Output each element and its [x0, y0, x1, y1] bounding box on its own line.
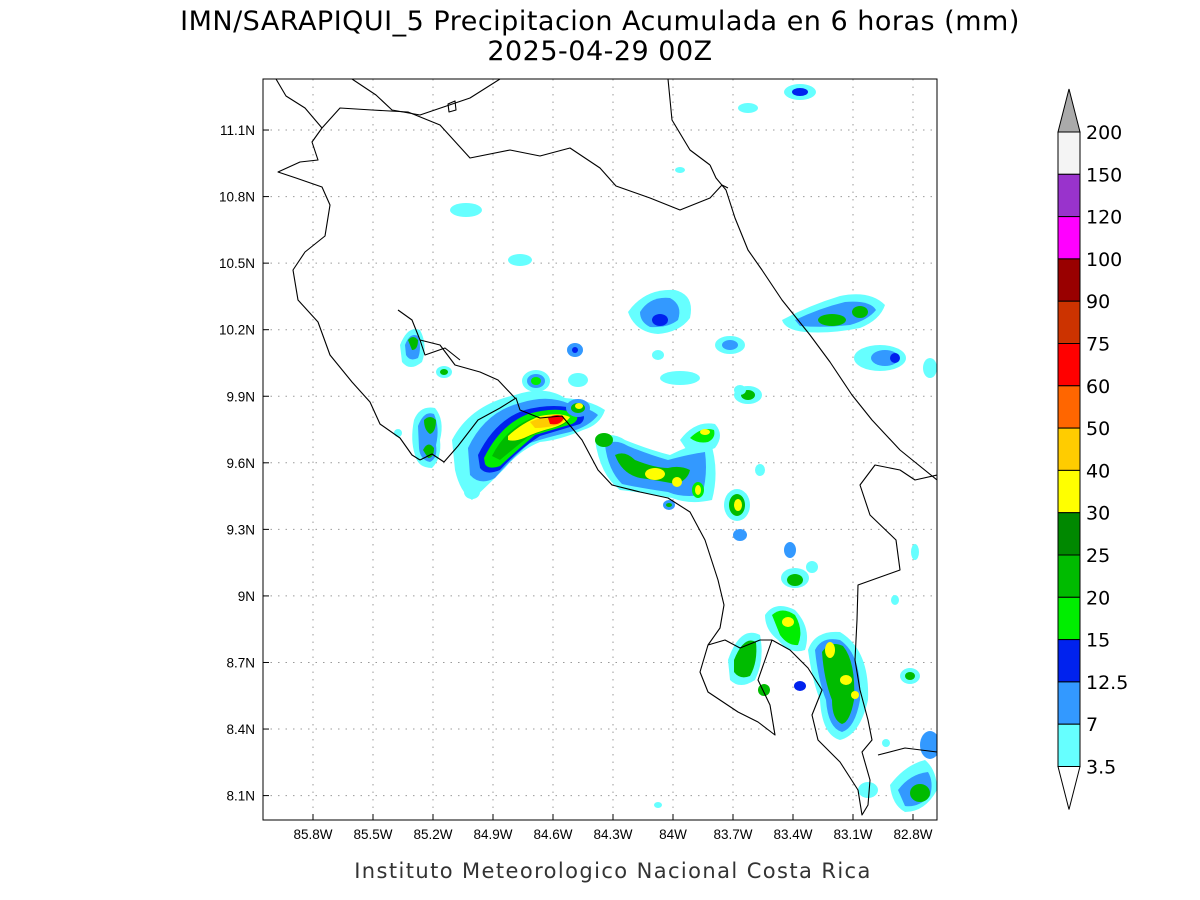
colorbar-swatch	[1057, 131, 1081, 175]
lon-tick-label: 82.8W	[893, 827, 932, 842]
colorbar-label: 50	[1086, 418, 1110, 440]
colorbar-swatch	[1057, 512, 1081, 556]
panama-southeast-coast	[877, 747, 937, 756]
nicaragua-west-coast	[275, 79, 421, 461]
colorbar-over-triangle	[1057, 88, 1081, 133]
colorbar-swatch	[1057, 681, 1081, 725]
caribbean-coast	[709, 164, 937, 481]
colorbar-label: 12.5	[1086, 672, 1128, 694]
colorbar-swatch	[1057, 173, 1081, 218]
colorbar-label: 200	[1086, 122, 1122, 144]
lat-tick-label: 9N	[238, 589, 255, 604]
lat-tick-label: 9.3N	[226, 522, 255, 537]
rain-scattered-light	[394, 103, 919, 808]
rain-cells-osa-southeast	[728, 606, 869, 740]
lon-tick-label: 85.8W	[293, 827, 332, 842]
colorbar-label: 3.5	[1086, 757, 1116, 779]
rain-cells-northeast	[782, 84, 937, 378]
lat-tick-label: 8.1N	[226, 789, 255, 804]
rain-cells-far-southeast	[858, 668, 937, 812]
lake-nicaragua-shore	[351, 79, 501, 116]
rain-cells-talamanca	[724, 489, 809, 588]
colorbar-label: 25	[1086, 545, 1110, 567]
colorbar-swatch	[1057, 343, 1081, 387]
colorbar-swatch	[1057, 639, 1081, 683]
nicaragua-east-coast	[667, 79, 711, 166]
colorbar-label: 30	[1086, 503, 1110, 525]
costa-rica-north-border	[321, 107, 729, 211]
colorbar-label: 75	[1086, 334, 1110, 356]
rain-cell-nicoya-peninsula	[412, 407, 442, 468]
lat-tick-label: 10.5N	[219, 256, 255, 271]
colorbar-label: 60	[1086, 376, 1110, 398]
colorbar-under-triangle	[1057, 766, 1081, 810]
lat-tick-label: 8.4N	[226, 722, 255, 737]
institution-footer: Instituto Meteorologico Nacional Costa R…	[354, 859, 872, 883]
map-subtitle-date: 2025-04-29 00Z	[487, 36, 712, 67]
lon-tick-label: 84.3W	[593, 827, 632, 842]
colorbar-label: 40	[1086, 460, 1110, 482]
colorbar-label: 150	[1086, 164, 1122, 186]
colorbar-label: 20	[1086, 587, 1110, 609]
plot-area: 85.8W 85.5W 85.2W 84.9W 84.6W 84.3W 84W 83.7W 83…	[219, 78, 938, 842]
lon-tick-label: 84W	[659, 827, 687, 842]
lat-tick-label: 8.7N	[226, 655, 255, 670]
colorbar-swatch	[1057, 385, 1081, 429]
colorbar-swatch	[1057, 723, 1081, 768]
colorbar-swatch	[1057, 469, 1081, 514]
lon-tick-label: 83.7W	[713, 827, 752, 842]
rain-cell-south-pacific-band	[595, 433, 716, 510]
map-title: IMN/SARAPIQUI_5 Precipitacion Acumulada …	[180, 6, 1020, 37]
precipitation-colorbar: 3.5 7 12.5 15 20 25 30 40 50 60 75 90 100 120 150 200	[1057, 88, 1128, 810]
colorbar-label: 7	[1086, 714, 1098, 736]
panama-border-line	[854, 464, 937, 661]
nicoya-gulf-coast	[419, 397, 776, 736]
lon-tick-label: 84.9W	[473, 827, 512, 842]
colorbar-label: 90	[1086, 291, 1110, 313]
osa-southeast-coast	[771, 639, 873, 816]
island-ometepe	[447, 100, 457, 113]
lat-tick-label: 11.1N	[220, 123, 255, 138]
colorbar-label: 15	[1086, 630, 1110, 652]
colorbar-label: 120	[1086, 207, 1122, 229]
osa-peninsula-inner	[707, 639, 772, 649]
peninsula-north-arm	[397, 309, 516, 399]
lon-tick-label: 85.5W	[353, 827, 392, 842]
colorbar-swatch	[1057, 258, 1081, 302]
plot-frame	[262, 78, 938, 821]
lat-tick-label: 10.8N	[219, 190, 255, 205]
colorbar-swatch	[1057, 554, 1081, 598]
colorbar-swatch	[1057, 216, 1081, 260]
lon-tick-label: 83.1W	[833, 827, 872, 842]
colorbar-swatch	[1057, 596, 1081, 641]
lat-tick-label: 9.9N	[226, 389, 255, 404]
lat-tick-label: 10.2N	[219, 323, 255, 338]
rain-cell-north-nicoya	[400, 329, 452, 378]
lat-tick-label: 9.6N	[226, 456, 255, 471]
lon-tick-label: 85.2W	[413, 827, 452, 842]
lon-tick-label: 83.4W	[773, 827, 812, 842]
colorbar-swatch	[1057, 300, 1081, 345]
coastlines-and-borders	[275, 79, 937, 816]
longitude-tick-labels: 85.8W 85.5W 85.2W 84.9W 84.6W 84.3W 84W 83.7W 83…	[293, 814, 933, 842]
colorbar-swatch	[1057, 427, 1081, 471]
nicoya-inner-shore	[419, 339, 461, 361]
lon-tick-label: 84.6W	[533, 827, 572, 842]
colorbar-label: 100	[1086, 249, 1122, 271]
latitude-tick-labels: 11.1N 10.8N 10.5N 10.2N 9.9N 9.6N 9.3N 9N 8.7N 8.…	[219, 123, 269, 804]
rain-cells-upper-central	[522, 343, 590, 417]
